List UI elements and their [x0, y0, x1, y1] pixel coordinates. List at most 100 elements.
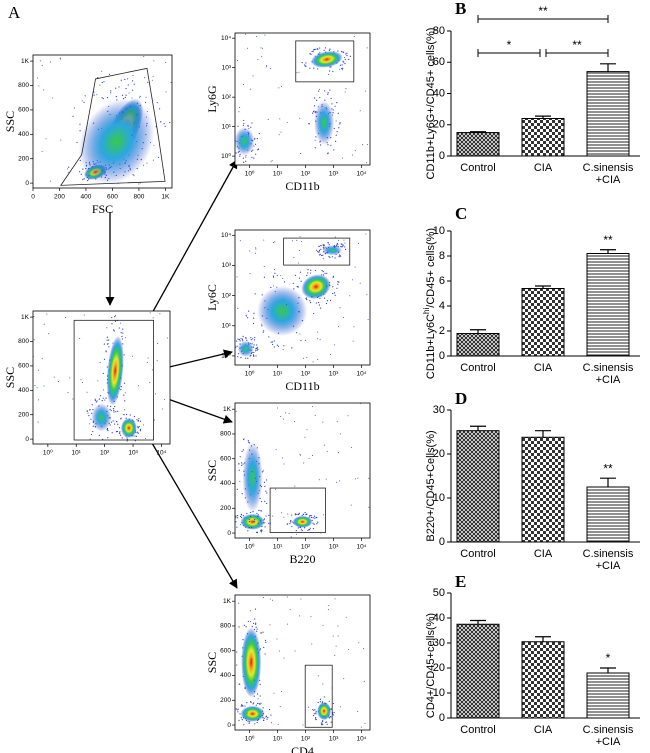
event-dot [238, 683, 240, 685]
bar [456, 333, 500, 357]
event-dot [118, 327, 120, 329]
y-tick-label: 0 [439, 712, 445, 724]
event-dot [337, 635, 339, 637]
event-dot [240, 357, 242, 359]
significance: * [507, 38, 512, 52]
event-dot [151, 79, 153, 81]
event-dot [144, 77, 146, 79]
y-tick-label: 10 [433, 687, 445, 699]
x-tick-label: 0 [31, 194, 35, 201]
event-dot [79, 171, 81, 173]
event-dot [323, 696, 325, 698]
event-dot [240, 514, 243, 516]
event-dot [156, 360, 158, 362]
event-dot [324, 47, 327, 49]
event-dot [280, 275, 282, 277]
event-dot [143, 56, 145, 58]
bar [456, 132, 500, 157]
event-dot [332, 635, 334, 637]
event-dot [254, 679, 256, 681]
event-dot [120, 332, 122, 334]
event-dot [52, 97, 54, 99]
event-dot [252, 149, 254, 151]
x-tick-label: 10³ [329, 371, 339, 378]
event-dot [237, 125, 239, 127]
event-dot [325, 302, 328, 305]
event-dot [243, 122, 245, 124]
event-dot [266, 66, 268, 68]
event-dot [314, 709, 316, 711]
event-dot [343, 239, 345, 241]
event-dot [266, 718, 268, 720]
event-dot [144, 437, 146, 439]
event-dot [114, 316, 116, 318]
event-dot [258, 509, 260, 511]
event-dot [109, 405, 112, 407]
x-tick-label: +CIA [596, 374, 621, 386]
event-dot [149, 382, 151, 384]
y-tick-label: 20 [433, 448, 445, 460]
event-dot [309, 515, 311, 517]
event-dot [319, 254, 321, 256]
x-axis-label: FSC [92, 202, 113, 216]
event-dot [333, 714, 335, 716]
event-dot [253, 702, 255, 704]
event-dot [294, 514, 296, 516]
event-dot [251, 156, 253, 158]
event-dot [300, 241, 302, 243]
significance: ** [603, 461, 613, 475]
population [78, 98, 155, 185]
event-dot [236, 514, 239, 517]
event-dot [295, 529, 297, 532]
bar [456, 623, 500, 719]
event-dot [120, 418, 122, 420]
event-dot [310, 615, 312, 617]
y-tick-label: 200 [18, 411, 29, 418]
event-dot [328, 49, 330, 51]
event-dot [235, 520, 236, 522]
population [242, 442, 263, 513]
event-dot [288, 412, 290, 414]
event-dot [267, 717, 269, 719]
y-axis-label: Ly6C [205, 284, 219, 311]
event-dot [269, 598, 271, 600]
event-dot [323, 444, 325, 446]
event-dot [291, 514, 293, 516]
population [257, 286, 308, 336]
x-tick-label: 200 [54, 194, 65, 201]
event-dot [294, 650, 296, 652]
x-tick-label: 10⁴ [357, 544, 367, 551]
event-dot [36, 387, 38, 389]
event-dot [317, 675, 319, 677]
event-dot [268, 514, 270, 516]
event-dot [330, 144, 332, 147]
event-dot [332, 70, 334, 73]
event-dot [286, 121, 288, 123]
event-dot [83, 101, 85, 103]
y-tick-label: 800 [18, 338, 29, 345]
population [106, 335, 124, 406]
event-dot [159, 313, 161, 315]
event-dot [317, 338, 319, 340]
event-dot [132, 355, 134, 357]
event-dot [322, 254, 324, 256]
event-dot [260, 702, 262, 704]
event-dot [124, 409, 126, 411]
event-dot [339, 122, 341, 124]
event-dot [139, 95, 141, 97]
event-dot [275, 488, 277, 490]
population [310, 51, 343, 68]
gate [304, 664, 333, 728]
event-dot [273, 346, 275, 348]
event-dot [302, 357, 304, 359]
event-dot [242, 705, 244, 707]
event-dot [245, 626, 247, 628]
event-dot [315, 712, 317, 714]
event-dot [321, 721, 324, 723]
event-dot [329, 256, 331, 259]
event-dot [101, 400, 103, 402]
event-dot [312, 50, 314, 52]
event-dot [255, 704, 257, 706]
